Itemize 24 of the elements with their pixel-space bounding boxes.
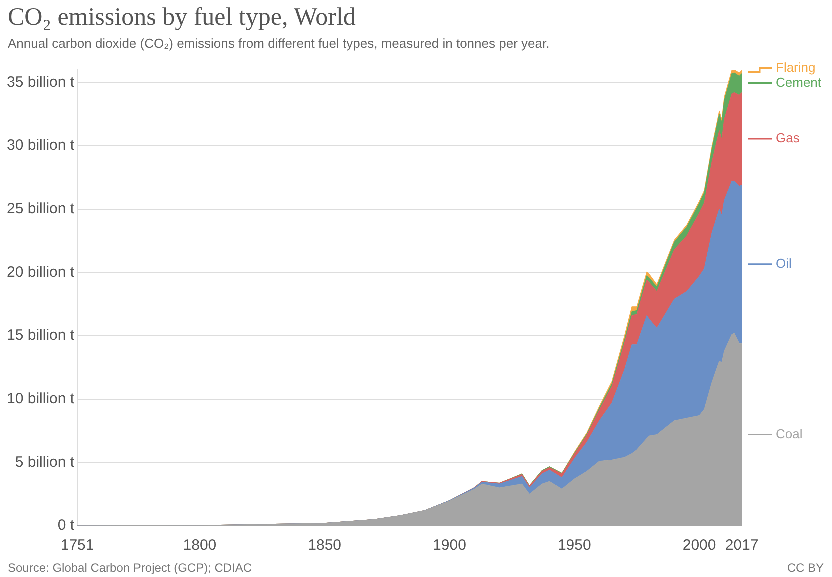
x-tick-label: 1800	[183, 537, 217, 554]
y-tick-label: 15 billion t	[6, 327, 76, 344]
legend-label: Cement	[776, 74, 822, 90]
y-tick-label: 20 billion t	[6, 264, 76, 281]
legend-label: Oil	[776, 256, 792, 272]
x-tick-label: 2017	[725, 537, 759, 554]
legend-label: Flaring	[776, 60, 816, 75]
chart-title: CO₂ emissions by fuel type, World	[8, 4, 356, 32]
y-tick-label: 25 billion t	[6, 200, 76, 218]
legend-label: Coal	[776, 426, 803, 442]
x-tick-label: 2000	[682, 537, 716, 554]
y-tick-label: 35 billion t	[6, 74, 76, 91]
x-tick-label: 1751	[60, 537, 94, 554]
y-tick-label: 30 billion t	[6, 137, 76, 154]
x-tick-label: 1850	[308, 537, 342, 554]
source-note: Source: Global Carbon Project (GCP); CDIAC	[8, 561, 252, 575]
x-tick-label: 1950	[558, 537, 592, 554]
legend-label: Gas	[776, 130, 800, 146]
chart-subtitle: Annual carbon dioxide (CO₂) emissions from different fuel types, measured in tonnes per year.	[8, 36, 550, 51]
x-tick-label: 1900	[433, 537, 466, 554]
y-tick-label: 0 t	[58, 517, 76, 534]
text: CC BY	[787, 561, 824, 575]
y-tick-label: 10 billion t	[6, 390, 76, 408]
y-tick-label: 5 billion t	[15, 454, 76, 471]
